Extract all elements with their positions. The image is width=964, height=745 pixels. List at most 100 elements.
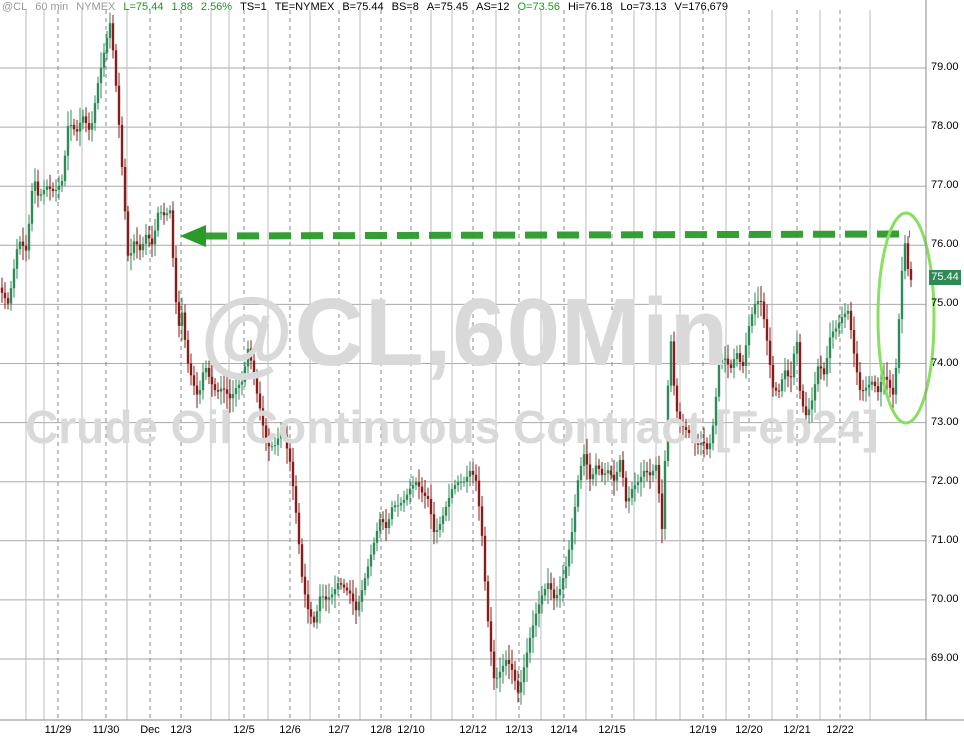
quote-header: @CL 60 min NYMEX L=75.44 1.88 2.56% TS=1 TE=NYM…: [2, 1, 736, 13]
candle-body: [123, 166, 127, 212]
x-tick-label: 12/3: [170, 724, 192, 736]
candle-body: [612, 474, 616, 481]
candle-body: [252, 360, 256, 379]
header-open: O=73.56: [517, 1, 560, 13]
candle-body: [621, 460, 625, 478]
candle-body: [9, 288, 13, 304]
candle-body: [366, 566, 370, 579]
candle-body: [378, 519, 382, 531]
candle-body: [306, 594, 310, 610]
candle-body: [390, 507, 394, 520]
candle-body: [666, 385, 670, 462]
x-tick-label: 12/22: [826, 724, 854, 736]
candle-body: [573, 506, 577, 532]
candle-body: [105, 37, 109, 53]
candle-body: [855, 353, 859, 373]
candle-body: [648, 472, 652, 476]
candle-body: [765, 319, 769, 341]
header-bid: B=75.44: [342, 1, 384, 13]
candle-body: [336, 583, 340, 590]
candle-body: [663, 461, 667, 529]
candle-body: [225, 389, 229, 394]
candle-body: [534, 613, 538, 626]
candle-body: [564, 566, 568, 579]
y-tick-label: 75.00: [931, 297, 959, 310]
breakout-highlight-ellipse: [876, 211, 936, 425]
candle-body: [282, 431, 286, 436]
candle-body: [300, 544, 304, 577]
candles: [0, 12, 913, 705]
candle-body: [0, 287, 4, 293]
candle-body: [552, 589, 556, 599]
candle-body: [165, 213, 169, 216]
candle-body: [255, 378, 259, 394]
candle-body: [345, 587, 349, 591]
y-tick-label: 76.00: [931, 238, 959, 251]
candle-body: [72, 124, 76, 130]
candle-body: [360, 590, 364, 602]
candle-body: [858, 372, 862, 391]
header-ask: A=75.45: [426, 1, 469, 13]
candle-body: [354, 601, 358, 611]
candle-body: [243, 366, 247, 382]
candle-body: [270, 446, 274, 448]
candle-body: [192, 375, 196, 386]
candle-body: [768, 340, 772, 365]
x-tick-label: 12/14: [550, 724, 578, 736]
candle-body: [66, 126, 70, 156]
candle-body: [276, 438, 280, 446]
candle-body: [237, 384, 241, 389]
candle-body: [249, 348, 253, 361]
x-tick-label: 11/30: [92, 724, 120, 736]
x-tick-label: 12/7: [328, 724, 350, 736]
y-tick-label: 70.00: [931, 592, 959, 605]
header-interval: 60 min: [35, 1, 69, 13]
candle-body: [6, 298, 10, 304]
candle-body: [861, 390, 865, 392]
candle-body: [696, 443, 700, 445]
candle-body: [78, 122, 82, 132]
candle-body: [831, 331, 835, 338]
candle-body: [198, 390, 202, 395]
x-tick-label: 12/6: [279, 724, 301, 736]
candle-body: [834, 328, 838, 332]
candle-body: [555, 594, 559, 599]
x-tick-label: Dec: [140, 724, 160, 736]
candle-body: [156, 212, 160, 231]
candle-body: [435, 529, 439, 532]
x-tick-label: 12/12: [459, 724, 487, 736]
candle-body: [801, 390, 805, 407]
candle-body: [615, 471, 619, 481]
header-exchange: NYMEX: [76, 1, 116, 13]
candle-body: [879, 381, 883, 393]
candle-body: [567, 549, 571, 567]
candle-body: [720, 360, 724, 364]
candle-body: [906, 243, 910, 269]
candle-body: [111, 23, 115, 51]
candle-body: [624, 477, 628, 502]
candle-body: [558, 589, 562, 595]
header-low: Lo=73.13: [620, 1, 667, 13]
y-tick-label: 74.00: [931, 356, 959, 369]
candle-body: [678, 411, 682, 425]
candle-body: [594, 465, 598, 475]
candle-body: [108, 23, 112, 38]
candle-body: [633, 485, 637, 490]
header-te: TE=NYMEX: [274, 1, 335, 13]
candle-body: [438, 524, 442, 530]
candle-body: [468, 470, 472, 477]
candle-body: [135, 241, 139, 245]
candle-body: [51, 188, 55, 192]
candle-body: [60, 181, 64, 186]
candle-body: [168, 210, 172, 214]
candle-body: [264, 425, 268, 444]
candle-body: [822, 368, 826, 375]
candle-body: [399, 502, 403, 506]
candle-body: [201, 372, 205, 391]
annotations: [180, 211, 936, 425]
candle-body: [477, 480, 481, 507]
candle-body: [795, 342, 799, 354]
resistance-arrow-line: [204, 230, 911, 240]
candle-body: [12, 268, 16, 289]
candle-body: [471, 470, 475, 475]
